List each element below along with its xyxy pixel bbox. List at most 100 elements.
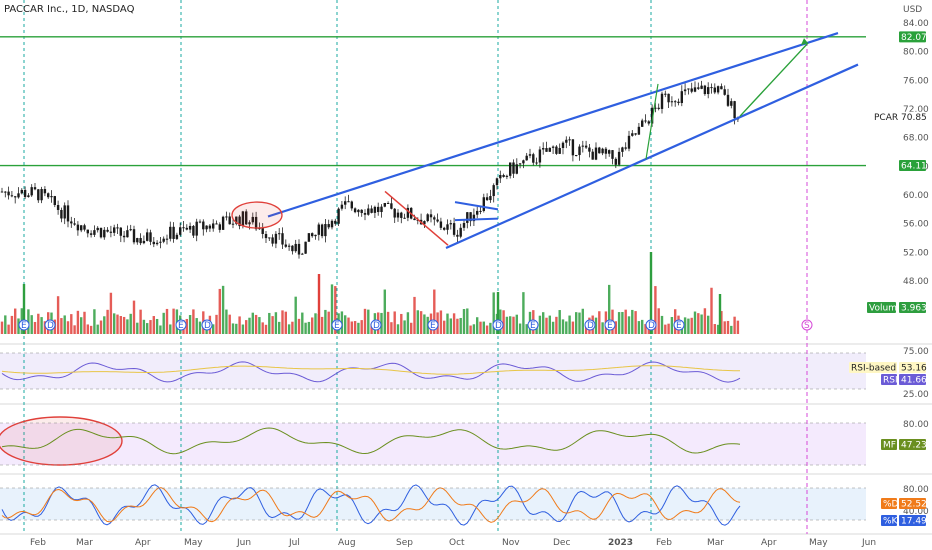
volume-bar	[281, 310, 284, 334]
volume-bar	[367, 309, 370, 334]
volume-bar	[733, 316, 736, 334]
volume-bar	[169, 324, 172, 334]
candle-body	[525, 155, 528, 161]
volume-bar	[627, 316, 631, 334]
rsi-ma-badge-bg	[849, 362, 897, 373]
event-marker-bg-3	[201, 319, 213, 331]
volume-bar	[489, 322, 492, 334]
volume-bar	[545, 317, 548, 334]
volume-spike-2	[649, 252, 653, 334]
rsi-badge: RSI	[883, 376, 898, 386]
x-tick-15: May	[809, 538, 828, 548]
candle-body	[165, 238, 169, 240]
x-tick-0: Feb	[30, 538, 46, 548]
volume-bar	[109, 292, 113, 334]
volume-bar	[17, 318, 20, 334]
candle-body	[142, 240, 146, 244]
candle-body	[522, 160, 525, 164]
candle-body	[363, 213, 367, 215]
candle-body	[169, 226, 172, 239]
candle-body	[238, 216, 241, 227]
event-marker-bg-1	[44, 319, 56, 331]
flag-top-line	[454, 201, 499, 211]
candle-body	[697, 87, 700, 89]
level-mid-badge-bg	[899, 160, 926, 172]
rsi-ma-value-badge-bg	[899, 362, 926, 373]
volume-bar	[30, 315, 33, 334]
candle-body	[647, 121, 650, 124]
candle-body	[611, 150, 614, 159]
volume-bar	[4, 315, 7, 334]
volume-bar	[410, 322, 413, 334]
event-marker-3: D	[204, 321, 211, 331]
candle-body	[129, 229, 132, 231]
candle-body	[591, 151, 594, 160]
event-marker-bg-2	[175, 319, 187, 331]
volume-bar	[320, 316, 324, 334]
candle-body	[215, 223, 218, 225]
volume-bar	[456, 318, 459, 334]
candle-body	[452, 223, 456, 235]
candle-body	[33, 187, 37, 190]
candle-body	[93, 230, 96, 235]
volume-bar	[515, 314, 518, 334]
volume-bar	[330, 284, 334, 334]
event-marker-bg-8	[527, 319, 539, 331]
candle-body	[311, 233, 314, 237]
x-tick-7: Sep	[396, 538, 413, 548]
volume-bar	[617, 312, 621, 334]
volume-bar	[291, 321, 294, 334]
volume-bar	[96, 324, 99, 334]
candle-body	[624, 147, 627, 149]
candle-body	[601, 148, 604, 154]
x-tick-16: Jun	[861, 538, 876, 548]
volume-bar	[390, 322, 393, 334]
volume-bar	[149, 320, 152, 334]
candle-body	[301, 253, 304, 255]
candle-body	[103, 229, 106, 238]
volume-bar	[462, 309, 466, 334]
candle-body	[423, 221, 426, 225]
x-tick-6: Aug	[338, 538, 356, 548]
stoch-d-badge-bg	[881, 498, 897, 509]
volume-bar	[581, 308, 584, 334]
candle-body	[515, 164, 518, 174]
candle-body	[261, 228, 264, 234]
candle-body	[0, 191, 4, 193]
volume-bar	[707, 315, 710, 334]
stoch-tick-40: 40.00	[903, 507, 929, 517]
volume-bar	[482, 321, 485, 334]
rsi-ma-badge: RSI-based MA	[851, 364, 914, 374]
candle-body	[598, 147, 601, 154]
volume-bar	[198, 321, 202, 334]
candle-body	[449, 223, 452, 225]
candle-body	[548, 147, 551, 152]
candle-body	[360, 209, 363, 214]
price-tick-3: 72.00	[903, 105, 929, 115]
volume-bar	[344, 315, 347, 334]
volume-bar	[132, 300, 136, 334]
volume-bar	[723, 321, 726, 334]
volume-bar	[307, 321, 311, 334]
volume-bar	[720, 311, 723, 334]
mf-band	[0, 423, 866, 465]
candle-body	[228, 216, 231, 225]
volume-bar	[66, 321, 70, 334]
volume-bar	[37, 313, 40, 334]
candle-body	[439, 221, 443, 228]
event-marker-13: S	[804, 321, 810, 331]
volume-bar	[423, 314, 426, 334]
candle-body	[571, 139, 575, 156]
volume-bar	[472, 324, 476, 334]
volume-bar	[443, 320, 446, 334]
volume-bar	[350, 321, 353, 334]
candle-body	[542, 148, 545, 150]
stoch-k-value-badge: 17.49	[901, 517, 927, 527]
volume-bar	[641, 319, 644, 334]
volume-bar	[294, 296, 297, 334]
candle-body	[225, 216, 228, 218]
volume-bar	[248, 317, 251, 334]
candle-body	[268, 237, 271, 239]
volume-value-badge: 3.963M	[901, 304, 932, 314]
